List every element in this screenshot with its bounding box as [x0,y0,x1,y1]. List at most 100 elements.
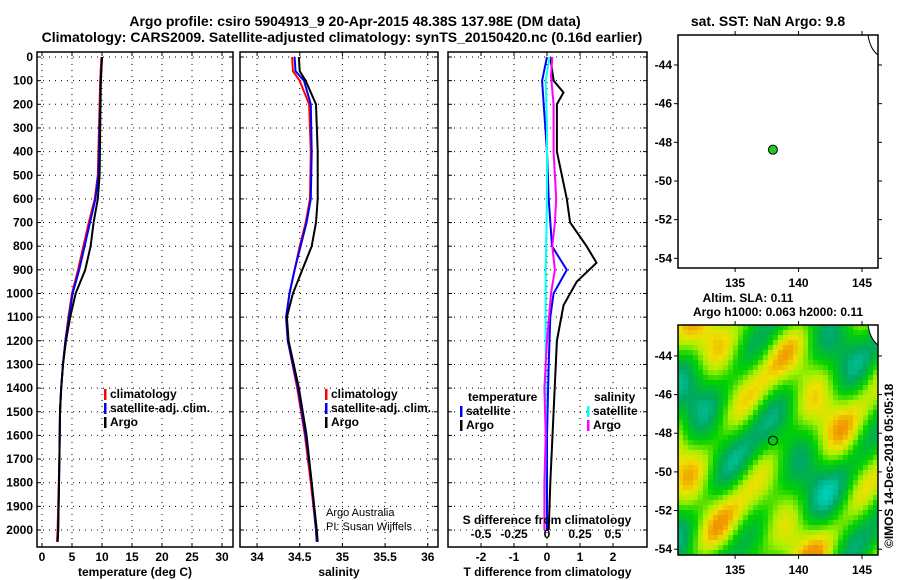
heatmap-cell [818,475,823,480]
heatmap-cell [783,385,788,390]
heatmap-cell [843,345,848,350]
x-tick-label: 0 [544,550,551,564]
heatmap-cell [843,455,848,460]
heatmap-cell [863,530,868,535]
heatmap-cell [683,405,688,410]
heatmap-cell [693,340,698,345]
heatmap-cell [838,345,843,350]
heatmap-cell [763,530,768,535]
heatmap-cell [808,425,813,430]
heatmap-cell [713,385,718,390]
heatmap-cell [783,370,788,375]
sla-map-title-2: Argo h1000: 0.063 h2000: 0.11 [693,305,863,319]
lat-tick-label: -52 [655,213,673,227]
heatmap-cell [778,525,783,530]
heatmap-cell [853,450,858,455]
heatmap-cell [723,330,728,335]
heatmap-cell [828,445,833,450]
heatmap-cell [843,535,848,540]
heatmap-cell [858,360,863,365]
heatmap-cell [698,385,703,390]
heatmap-cell [818,410,823,415]
heatmap-cell [678,485,683,490]
heatmap-cell [758,405,763,410]
heatmap-cell [838,475,843,480]
heatmap-cell [858,520,863,525]
heatmap-cell [808,325,813,330]
heatmap-cell [768,550,773,555]
heatmap-cell [698,345,703,350]
heatmap-cell [748,435,753,440]
heatmap-cell [798,380,803,385]
heatmap-cell [813,500,818,505]
heatmap-cell [718,390,723,395]
heatmap-cell [868,415,873,420]
heatmap-cell [863,365,868,370]
heatmap-cell [843,530,848,535]
heatmap-cell [758,390,763,395]
heatmap-cell [808,350,813,355]
heatmap-cell [678,385,683,390]
heatmap-cell [753,330,758,335]
heatmap-cell [798,485,803,490]
heatmap-cell [798,460,803,465]
heatmap-cell [818,330,823,335]
heatmap-cell [703,375,708,380]
heatmap-cell [763,405,768,410]
heatmap-cell [678,350,683,355]
heatmap-cell [753,475,758,480]
heatmap-cell [698,510,703,515]
heatmap-cell [678,510,683,515]
heatmap-cell [773,455,778,460]
heatmap-cell [813,420,818,425]
heatmap-cell [783,440,788,445]
heatmap-cell [713,420,718,425]
heatmap-cell [773,490,778,495]
heatmap-cell [688,525,693,530]
heatmap-cell [783,525,788,530]
heatmap-cell [843,370,848,375]
heatmap-cell [713,330,718,335]
heatmap-cell [718,535,723,540]
heatmap-cell [853,465,858,470]
heatmap-cell [753,420,758,425]
heatmap-cell [843,425,848,430]
heatmap-cell [773,540,778,545]
heatmap-cell [803,380,808,385]
heatmap-cell [838,355,843,360]
heatmap-cell [713,505,718,510]
heatmap-cell [848,395,853,400]
x-axis-label: temperature (deg C) [78,565,192,579]
heatmap-cell [753,500,758,505]
heatmap-cell [753,355,758,360]
heatmap-cell [738,410,743,415]
heatmap-cell [863,385,868,390]
heatmap-cell [868,540,873,545]
heatmap-cell [833,360,838,365]
heatmap-cell [843,430,848,435]
heatmap-cell [858,445,863,450]
heatmap-cell [778,410,783,415]
map_sst-panel: 135 140 145-44-46-48-50-52-54 [655,31,882,290]
heatmap-cell [798,465,803,470]
heatmap-cell [808,370,813,375]
heatmap-cell [863,425,868,430]
heatmap-cell [818,345,823,350]
heatmap-cell [778,510,783,515]
y-tick-label: 200 [13,97,33,111]
heatmap-cell [708,540,713,545]
heatmap-cell [863,505,868,510]
heatmap-cell [828,350,833,355]
heatmap-cell [778,540,783,545]
heatmap-cell [833,455,838,460]
heatmap-cell [808,330,813,335]
heatmap-cell [768,480,773,485]
heatmap-cell [803,475,808,480]
heatmap-cell [768,455,773,460]
heatmap-cell [708,395,713,400]
heatmap-cell [693,440,698,445]
heatmap-cell [773,415,778,420]
legend-label: satellite-adj. clim. [331,401,431,415]
heatmap-cell [678,345,683,350]
heatmap-cell [873,480,878,485]
